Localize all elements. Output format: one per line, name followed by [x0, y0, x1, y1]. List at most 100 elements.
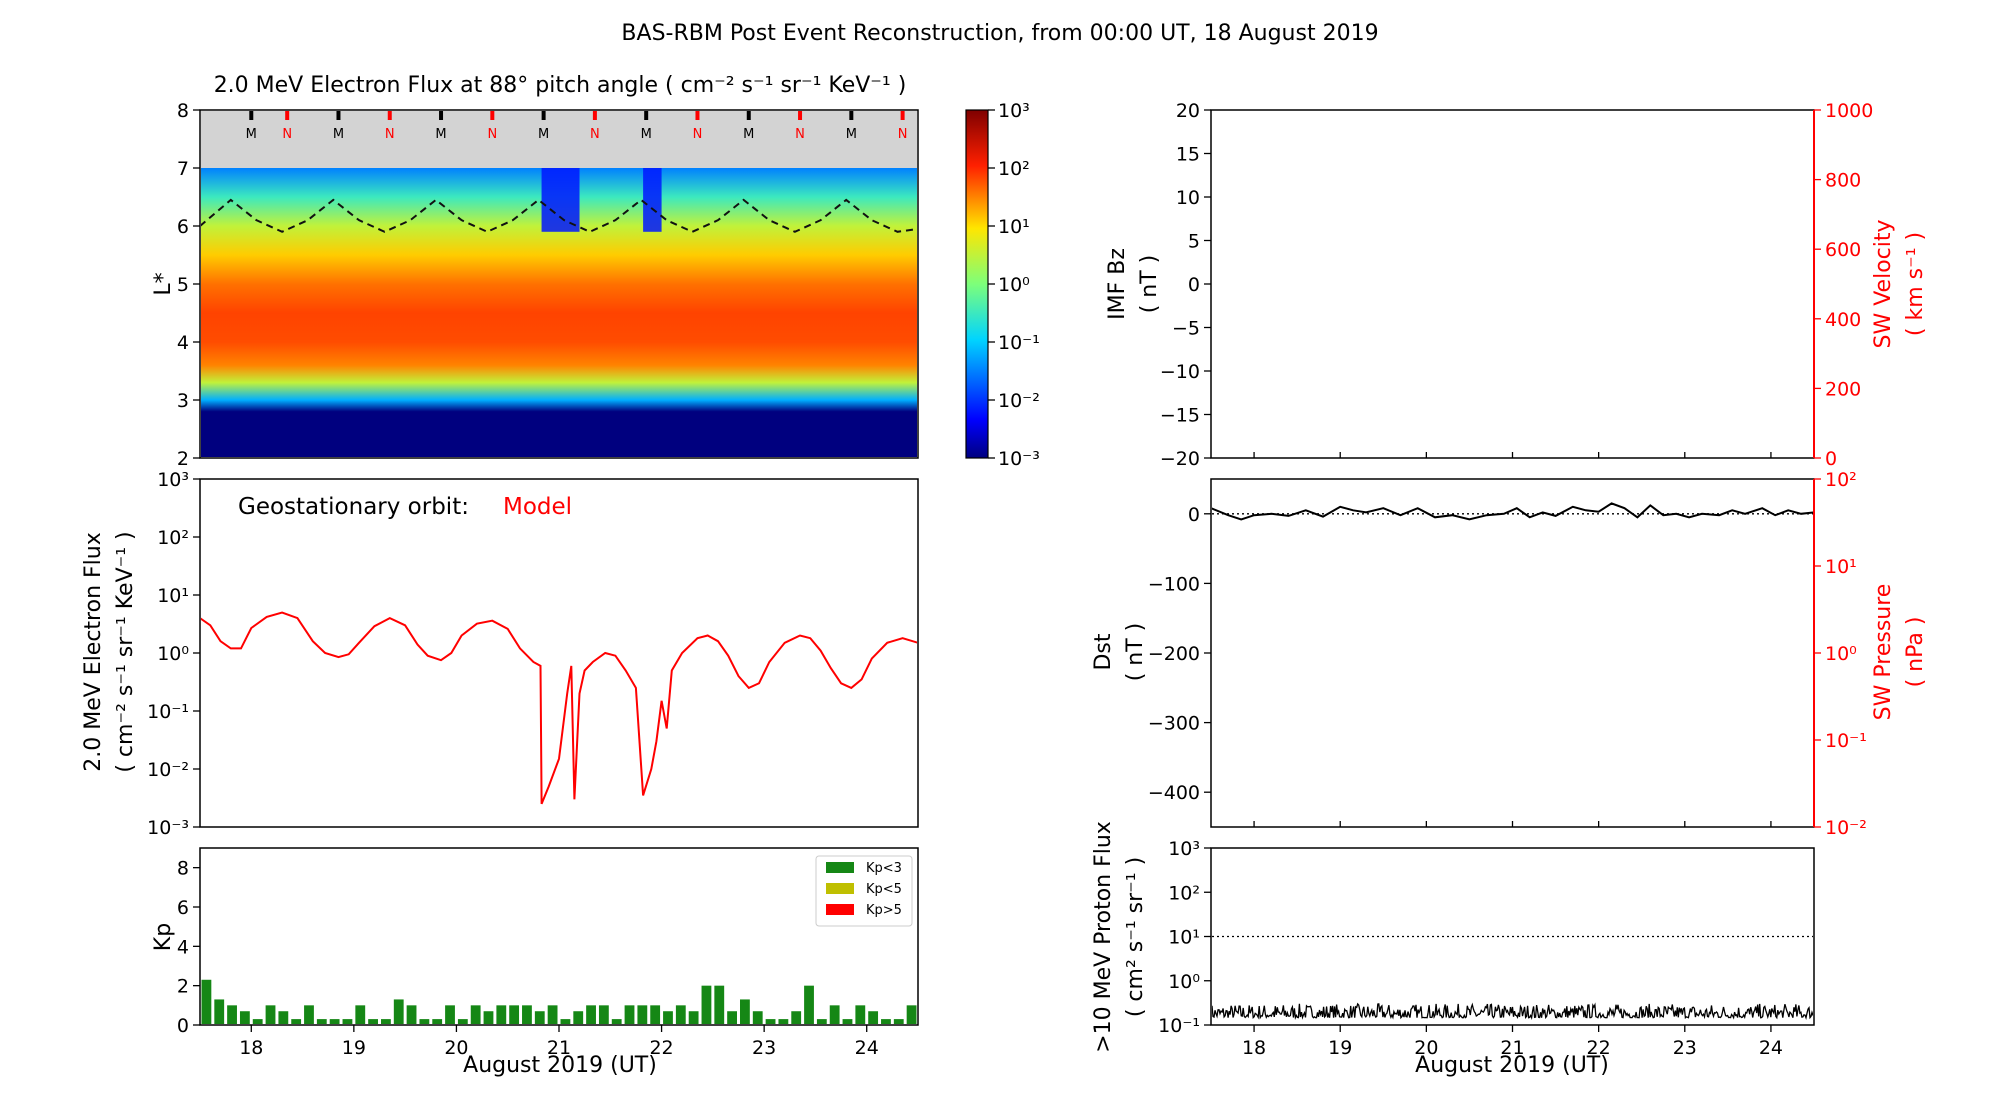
kp-legend-label-low: Kp<3 [866, 861, 902, 876]
dst-frame [1210, 478, 1815, 828]
kp-bar [252, 1019, 263, 1024]
dst-y-tick-label: −200 [1148, 643, 1200, 665]
spectrogram-y-axis: 2 3 4 5 6 7 8 [177, 100, 200, 470]
kp-bar [842, 1019, 853, 1024]
kp-bar [355, 1005, 366, 1024]
kp-bar [393, 999, 404, 1024]
sw-velocity-tick-label: 200 [1825, 378, 1861, 400]
kp-y-tick-label: 4 [177, 936, 189, 958]
colorbar-tick-label: 10⁻¹ [998, 332, 1040, 354]
kp-x-axis: 18 19 20 21 22 23 24 [239, 1025, 879, 1059]
kp-bar [201, 979, 212, 1024]
sw-pressure-tick-label: 10⁻¹ [1825, 730, 1867, 752]
dst-y-tick-label: −400 [1148, 782, 1200, 804]
sw-velocity-tick-label: 1000 [1825, 100, 1873, 122]
kp-bar [265, 1005, 276, 1024]
geo-flux-ylabel-units: ( cm⁻² s⁻¹ sr⁻¹ KeV⁻¹ ) [113, 531, 138, 772]
geo-flux-frame [199, 478, 919, 828]
kp-bar [329, 1019, 340, 1024]
orbit-marker-label: N [795, 127, 805, 142]
spectrogram-y-tick-label: 3 [177, 390, 189, 412]
geo-y-tick-label: 10⁻² [147, 759, 189, 781]
kp-bar [650, 1005, 661, 1024]
imf-ylabel-units: ( nT ) [1137, 255, 1162, 314]
imf-y-axis: −20 −15 −10 −5 0 5 10 15 20 [1160, 100, 1211, 470]
kp-bar [701, 985, 712, 1024]
kp-bar [881, 1019, 891, 1024]
kp-bar [829, 1005, 840, 1024]
spectrogram-title: 2.0 MeV Electron Flux at 88° pitch angle… [214, 73, 907, 98]
geo-flux-panel: Geostationary orbit: Model 10⁻³10⁻²10⁻¹1… [81, 469, 919, 839]
imf-x-ticks [1253, 452, 1772, 458]
orbit-marker-label: N [385, 127, 395, 142]
kp-x-tick-label: 18 [239, 1037, 263, 1059]
kp-ylabel: Kp [151, 923, 176, 951]
orbit-marker-label: N [693, 127, 703, 142]
colorbar-tick-label: 10¹ [998, 216, 1030, 238]
kp-bar [534, 1011, 545, 1024]
proton-flux-series [1212, 1002, 1813, 1021]
geo-flux-series [201, 611, 917, 805]
spectrogram-y-tick-label: 2 [177, 448, 189, 470]
spectrogram-y-tick-label: 8 [177, 100, 189, 122]
kp-bar [868, 1011, 879, 1024]
proton-y-tick-label: 10⁻¹ [1158, 1015, 1200, 1037]
colorbar-tick-label: 10⁻² [998, 390, 1040, 412]
kp-bar [791, 1011, 802, 1024]
kp-bar [432, 1019, 443, 1024]
kp-bar [381, 1019, 391, 1024]
kp-y-tick-label: 0 [177, 1015, 189, 1037]
orbit-marker-label: M [246, 127, 257, 142]
sw-velocity-tick-label: 0 [1825, 448, 1837, 470]
dst-series [1212, 502, 1813, 521]
imf-y-tick-label: 10 [1176, 187, 1200, 209]
spectrogram-dropout [643, 168, 662, 232]
sw-pressure-units: ( nPa ) [1903, 617, 1928, 688]
kp-legend-label-mid: Kp<5 [866, 882, 902, 897]
kp-bar [675, 1005, 686, 1024]
proton-panel: 10⁻¹ 10⁰ 10¹ 10² 10³ 18 19 20 21 22 23 24 >10 MeV … [1091, 821, 1815, 1078]
kp-bar [419, 1019, 430, 1024]
kp-xlabel: August 2019 (UT) [463, 1053, 657, 1078]
figure-title: BAS-RBM Post Event Reconstruction, from … [621, 21, 1378, 46]
spectrogram-dropout [541, 168, 580, 232]
imf-y-tick-label: 5 [1188, 231, 1200, 253]
proton-x-axis: 18 19 20 21 22 23 24 [1242, 1025, 1783, 1059]
kp-legend-swatch-high [826, 904, 854, 915]
kp-y-axis: 0 2 4 6 8 [177, 858, 200, 1037]
kp-bar [611, 1019, 622, 1024]
sw-velocity-tick-label: 400 [1825, 309, 1861, 331]
kp-bar [663, 1011, 673, 1024]
colorbar [965, 109, 989, 459]
spectrogram-y-tick-label: 5 [177, 274, 189, 296]
orbit-marker-label: N [487, 127, 497, 142]
kp-bar [688, 1011, 699, 1024]
kp-bar [727, 1011, 737, 1024]
sw-pressure-tick-label: 10⁻² [1825, 817, 1867, 839]
colorbar-tick-label: 10² [998, 158, 1030, 180]
sw-pressure-tick-label: 10⁰ [1825, 643, 1857, 665]
geo-flux-ylabel: 2.0 MeV Electron Flux [81, 532, 106, 772]
imf-y-tick-label: −10 [1160, 361, 1200, 383]
geo-annotation-label: Geostationary orbit: [238, 494, 469, 520]
kp-x-tick-label: 21 [547, 1037, 571, 1059]
imf-y-tick-label: 0 [1188, 274, 1200, 296]
imf-ylabel: IMF Bz [1105, 248, 1130, 320]
kp-legend: Kp<3 Kp<5 Kp>5 [815, 855, 913, 927]
kp-bars [201, 979, 917, 1024]
geo-flux-y-axis: 10⁻³ 10⁻² 10⁻¹ 10⁰ 10¹ 10² 10³ [147, 469, 200, 839]
orbit-marker-label: N [282, 127, 292, 142]
spectrogram-nodata-band [201, 111, 917, 168]
colorbar-tick-label: 10⁻³ [998, 448, 1040, 470]
orbit-marker-label: M [333, 127, 344, 142]
kp-bar [598, 1005, 609, 1024]
spectrogram-y-tick-label: 4 [177, 332, 189, 354]
kp-legend-label-high: Kp>5 [866, 903, 902, 918]
sw-velocity-axis: 0 200 400 600 800 1000 [1813, 100, 1873, 470]
kp-bar [470, 1005, 481, 1024]
spectrogram-panel: 2.0 MeV Electron Flux at 88° pitch angle… [151, 73, 1040, 470]
proton-ylabel: >10 MeV Proton Flux [1091, 821, 1116, 1053]
